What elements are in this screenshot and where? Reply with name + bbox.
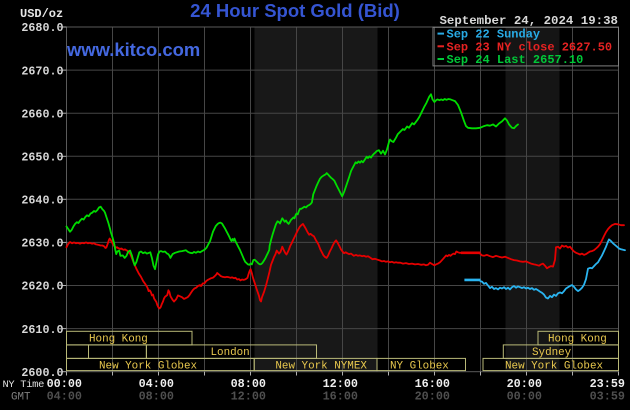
svg-text:12:00: 12:00 [231, 390, 266, 404]
svg-text:2630.0: 2630.0 [21, 237, 63, 251]
svg-text:00:00: 00:00 [507, 390, 542, 404]
svg-text:NY Time: NY Time [3, 379, 45, 391]
svg-text:2640.0: 2640.0 [21, 194, 63, 208]
svg-text:2680.0: 2680.0 [21, 21, 63, 35]
svg-text:USD/oz: USD/oz [20, 7, 63, 21]
svg-text:September 24, 2024 19:38: September 24, 2024 19:38 [440, 14, 618, 28]
svg-text:23:59: 23:59 [590, 377, 625, 391]
svg-text:New York NYMEX: New York NYMEX [275, 360, 367, 372]
svg-text:12:00: 12:00 [323, 377, 358, 391]
svg-text:03:59: 03:59 [590, 390, 625, 404]
svg-text:2620.0: 2620.0 [21, 280, 63, 294]
svg-text:Sydney: Sydney [532, 347, 572, 359]
svg-text:2610.0: 2610.0 [21, 323, 63, 337]
svg-text:Sep 24 Last 2657.10: Sep 24 Last 2657.10 [447, 53, 584, 67]
svg-text:08:00: 08:00 [231, 377, 266, 391]
svg-text:20:00: 20:00 [415, 390, 450, 404]
svg-text:Hong Kong: Hong Kong [89, 334, 148, 346]
svg-text:GMT: GMT [11, 392, 31, 404]
svg-text:Hong Kong: Hong Kong [548, 334, 607, 346]
svg-text:2670.0: 2670.0 [21, 64, 63, 78]
svg-text:London: London [211, 347, 250, 359]
svg-text:2600.0: 2600.0 [21, 366, 63, 380]
svg-text:NY Globex: NY Globex [390, 360, 449, 372]
svg-text:2660.0: 2660.0 [21, 107, 63, 121]
svg-text:New York Globex: New York Globex [505, 360, 603, 372]
svg-text:00:00: 00:00 [47, 377, 82, 391]
svg-text:Sep 22 Sunday: Sep 22 Sunday [447, 28, 541, 42]
svg-text:04:00: 04:00 [47, 390, 82, 404]
svg-text:New York Globex: New York Globex [99, 360, 197, 372]
svg-text:16:00: 16:00 [415, 377, 450, 391]
svg-text:08:00: 08:00 [139, 390, 174, 404]
svg-text:20:00: 20:00 [507, 377, 542, 391]
svg-text:04:00: 04:00 [139, 377, 174, 391]
svg-text:2650.0: 2650.0 [21, 151, 63, 165]
svg-text:16:00: 16:00 [323, 390, 358, 404]
svg-text:Sep 23 NY close 2627.50: Sep 23 NY close 2627.50 [447, 40, 613, 54]
